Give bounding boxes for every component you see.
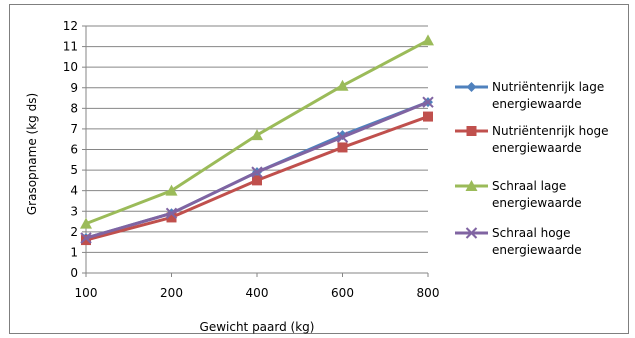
legend-label: Nutriëntenrijk hoge [492,124,609,138]
y-tick-label: 11 [63,40,78,54]
legend-swatch-marker [465,180,478,191]
legend-item-3: Schraal lage energiewaarde [455,179,582,210]
series-2 [81,111,433,246]
series-4 [80,96,434,244]
data-point [251,166,263,178]
data-point [422,96,434,108]
x-tick-label: 800 [417,286,440,300]
y-tick-label: 0 [70,266,78,280]
x-tick-labels: 100 200 400 600 800 [75,286,440,300]
data-point [422,34,434,46]
y-tick-label: 7 [70,122,78,136]
data-point [80,217,92,229]
legend-item-1: Nutriëntenrijk lage energiewaarde [455,80,604,111]
legend-label: energiewaarde [492,196,582,210]
y-tick-label: 1 [70,245,78,259]
x-marker-stroke [165,207,178,220]
y-tick-label: 12 [63,19,78,33]
legend-label: energiewaarde [492,243,582,257]
legend-swatch-marker [466,126,477,136]
data-point [165,184,178,196]
chart-frame [9,4,629,334]
x-marker-stroke [465,227,478,239]
y-tick-label: 9 [70,81,78,95]
y-tick-label: 2 [70,225,78,239]
data-point [337,142,348,153]
y-tick-label: 5 [70,163,78,177]
y-tick-label: 8 [70,101,78,115]
x-marker-stroke [251,166,263,178]
x-tick-label: 200 [160,286,183,300]
data-point [80,232,92,244]
legend-label: energiewaarde [492,97,582,111]
legend-item-4: Schraal hoge energiewaarde [455,226,582,257]
data-point [336,79,349,91]
y-tick-label: 6 [70,143,78,157]
legend-swatch-marker [466,82,477,92]
data-point [251,129,263,141]
legend-item-2: Nutriëntenrijk hoge energiewaarde [455,124,609,155]
y-tick-label: 4 [70,184,78,198]
legend-swatch-marker [465,227,478,239]
y-axis-title: Grasopname (kg ds) [25,93,39,215]
data-point [165,207,178,220]
x-marker-stroke [80,232,92,244]
axes [82,25,429,277]
legend-label: Nutriëntenrijk lage [492,80,604,94]
x-tick-label: 600 [331,286,354,300]
data-point [336,131,349,143]
data-point [166,212,177,223]
data-point [423,111,433,122]
y-tick-label: 3 [70,204,78,218]
x-marker-stroke [422,96,434,108]
data-point [81,235,91,246]
data-point [252,175,262,186]
legend-label: energiewaarde [492,141,582,155]
legend: Nutriëntenrijk lageenergiewaardeNutriënt… [455,80,609,257]
x-marker-stroke [336,131,349,143]
x-tick-label: 400 [246,286,269,300]
series-3 [80,34,434,229]
legend-label: Schraal hoge [492,226,571,240]
gridlines [86,25,428,253]
y-tick-label: 10 [63,60,78,74]
legend-label: Schraal lage [492,179,566,193]
x-axis-title: Gewicht paard (kg) [200,320,315,334]
x-tick-label: 100 [75,286,98,300]
series-group [80,34,434,246]
